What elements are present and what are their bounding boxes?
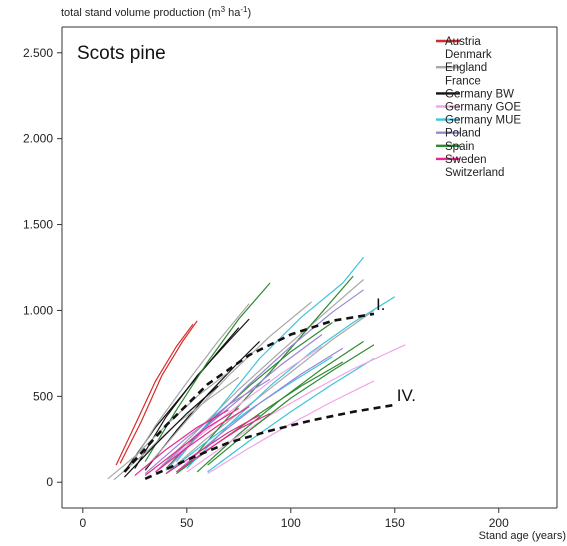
y-axis-label-sup2: -1 (240, 5, 248, 14)
y-tick-label: 1.000 (23, 303, 53, 317)
legend-label: Poland (445, 128, 481, 140)
series-line (207, 380, 375, 475)
y-axis-label: total stand volume production (m3 ha-1) (61, 5, 251, 20)
series-line (165, 309, 375, 475)
y-tick-label: 2.500 (23, 46, 53, 60)
series-line (155, 279, 364, 473)
x-tick-label: 200 (489, 516, 509, 530)
series-line (186, 275, 354, 466)
plot-frame (61, 26, 558, 509)
series-line (144, 407, 240, 476)
chart-title: Scots pine (77, 43, 166, 64)
reference-curve (123, 312, 375, 473)
legend-label: Switzerland (445, 167, 504, 179)
y-axis-ticks: 0 500 1.000 1.500 2.000 2.500 (23, 46, 62, 489)
legend-label: Spain (445, 141, 474, 153)
series-line (207, 357, 375, 473)
legend-label: France (445, 75, 481, 87)
series-line (134, 318, 250, 469)
series-line (123, 385, 219, 478)
series-line (134, 409, 229, 476)
legend-label: Sweden (445, 154, 487, 166)
series-layer (107, 256, 406, 481)
x-tick-label: 150 (385, 516, 405, 530)
y-tick-label: 2.000 (23, 132, 53, 146)
y-tick-label: 1.500 (23, 218, 53, 232)
legend-label: Germany BW (445, 88, 514, 100)
y-axis-label-main: total stand volume production (m (61, 7, 221, 19)
legend-label: Austria (445, 36, 481, 48)
series-line (207, 344, 375, 466)
x-tick-label: 100 (281, 516, 301, 530)
legend-label: Germany GOE (445, 102, 521, 114)
series-line (165, 356, 333, 475)
series-line (144, 301, 312, 469)
reference-curve-label: IV. (397, 386, 416, 405)
x-axis-label: Stand age (years) (479, 530, 566, 542)
series-line (128, 303, 250, 469)
legend-label: Germany MUE (445, 115, 521, 127)
y-axis-label-mid: ha (225, 7, 241, 19)
y-tick-label: 500 (33, 389, 53, 403)
x-tick-label: 50 (180, 516, 194, 530)
reference-curve-label: I. (376, 295, 385, 314)
legend-label: Denmark (445, 49, 492, 61)
reference-curves: I. IV. (123, 295, 416, 480)
y-axis-label-end: ) (247, 7, 251, 19)
legend-label: England (445, 62, 487, 74)
series-line (119, 320, 198, 464)
series-line (186, 344, 406, 473)
x-axis-ticks: 0 50 100 150 200 (79, 508, 509, 530)
series-line (115, 323, 194, 466)
series-line (155, 345, 323, 473)
series-line (176, 412, 271, 473)
y-axis-label-sup1: 3 (221, 5, 226, 14)
reference-curve (144, 403, 396, 480)
series-line (155, 406, 250, 473)
x-tick-label: 0 (79, 516, 86, 530)
y-tick-label: 0 (46, 475, 53, 489)
